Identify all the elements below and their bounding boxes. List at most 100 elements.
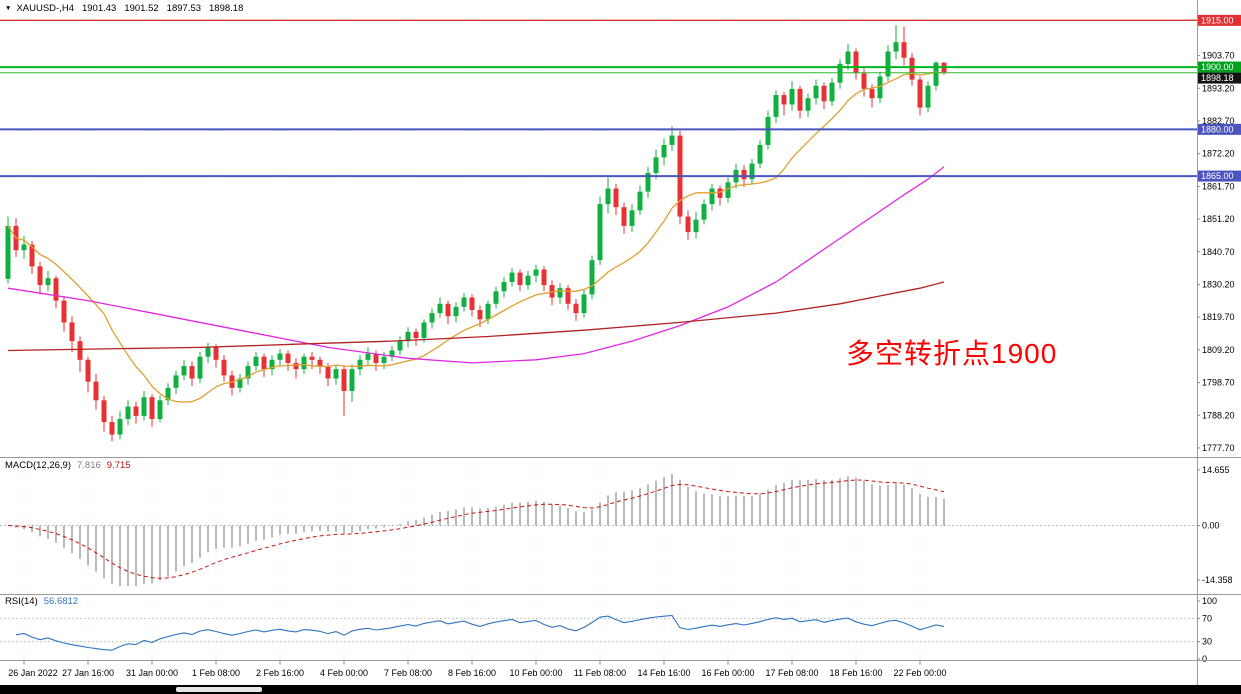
candle-body [133,406,139,416]
candle-body [261,356,267,370]
time-axis-label: 10 Feb 00:00 [509,668,562,678]
price-badge [1198,14,1241,26]
price-axis-label: 1851.20 [1202,214,1235,224]
price-badge-label: 1898.18 [1201,73,1234,83]
candle-body [861,73,867,89]
candle-body [461,297,467,307]
candle-body [245,366,251,379]
time-axis-label: 26 Jan 2022 [8,668,58,678]
time-axis-label: 1 Feb 08:00 [192,668,240,678]
candle-body [309,356,315,360]
candle-body [93,381,99,401]
candle-body [157,400,163,419]
candle-body [629,210,635,226]
price-axis-label: 1830.20 [1202,279,1235,289]
macd-axis-label: 14.655 [1202,465,1230,475]
symbol-dropdown-icon: ▼ [5,5,12,12]
candle-body [333,369,339,379]
candle-body [813,85,819,99]
time-axis-label: 22 Feb 00:00 [893,668,946,678]
price-axis-label: 1893.20 [1202,83,1235,93]
ma-mid [7,166,945,364]
chart-symbol-period: XAUUSD-,H4 [16,3,74,14]
price-badge [1198,123,1241,135]
candle-body [509,272,515,282]
candle-body [421,322,427,339]
candle-body [701,204,707,220]
candle-body [605,188,611,205]
time-axis-label: 16 Feb 00:00 [701,668,754,678]
candle-body [621,207,627,226]
taskbar[interactable] [0,685,1241,694]
macd-axis-label: 0.00 [1202,521,1220,531]
candle-body [213,347,219,360]
rsi-line [15,614,945,651]
candle-body [693,219,699,233]
candle-body [725,182,731,198]
price-badge [1198,61,1241,73]
horizontal-lines[interactable] [0,19,1197,178]
rsi-axis-label: 30 [1202,637,1212,647]
taskbar-item[interactable] [176,687,262,692]
candle-body [453,306,459,317]
ohlc-open: 1901.43 [81,3,117,14]
candle-body [5,225,11,279]
candle-body [381,356,387,363]
candle-body [557,288,563,298]
candle-body [21,244,27,251]
candle-body [549,285,555,298]
candle-body [413,331,419,339]
candle-body [149,397,155,419]
price-axis-label: 1798.70 [1202,378,1235,388]
time-axis-label: 8 Feb 16:00 [448,668,496,678]
candle-body [445,303,451,317]
price-badge [1198,72,1241,84]
candle-body [517,272,523,286]
candle-body [285,353,291,363]
candle-body [125,406,131,419]
candle-body [253,356,259,367]
candle-body [349,369,355,391]
time-axis-label: 27 Jan 16:00 [62,668,114,678]
price-axis[interactable]: 1903.70 1893.20 1882.70 1872.20 1861.70 1851.… [1197,51,1235,664]
candle-body [757,144,763,164]
candle-body [749,163,755,180]
candle-body [917,79,923,108]
candle-body [893,42,899,52]
candle-body [301,356,307,370]
candle-body [173,375,179,388]
rsi-panel[interactable] [0,614,1197,651]
candle-body [525,275,531,286]
candle-body [405,331,411,342]
candle-body [885,51,891,77]
candle-body [877,76,883,99]
candle-body [493,291,499,304]
candle-body [37,266,43,286]
candle-body [101,400,107,423]
macd-panel[interactable] [0,474,1197,587]
candle-body [397,341,403,351]
candle-body [269,359,275,370]
candle-body [645,172,651,192]
macd-indicator-label: MACD(12,26,9) 7.816 9.715 [5,460,131,471]
time-axis-label: 31 Jan 00:00 [126,668,178,678]
chart-annotation-text[interactable]: 多空转折点1900 [846,338,1058,369]
candle-body [853,51,859,74]
time-axis-label: 14 Feb 16:00 [637,668,690,678]
candle-body [661,144,667,158]
candle-body [277,353,283,360]
candle-body [565,288,571,304]
candle-body [61,300,67,323]
ma-fast [7,71,945,403]
candle-body [597,204,603,261]
candle-body [797,88,803,111]
price-axis-label: 1882.70 [1202,116,1235,126]
candle-body [781,95,787,105]
candle-body [717,188,723,198]
time-axis[interactable]: 26 Jan 2022 27 Jan 16:00 31 Jan 00:00 1 Feb… [8,661,947,678]
time-axis-label: 11 Feb 08:00 [574,668,626,678]
candle-body [365,353,371,360]
